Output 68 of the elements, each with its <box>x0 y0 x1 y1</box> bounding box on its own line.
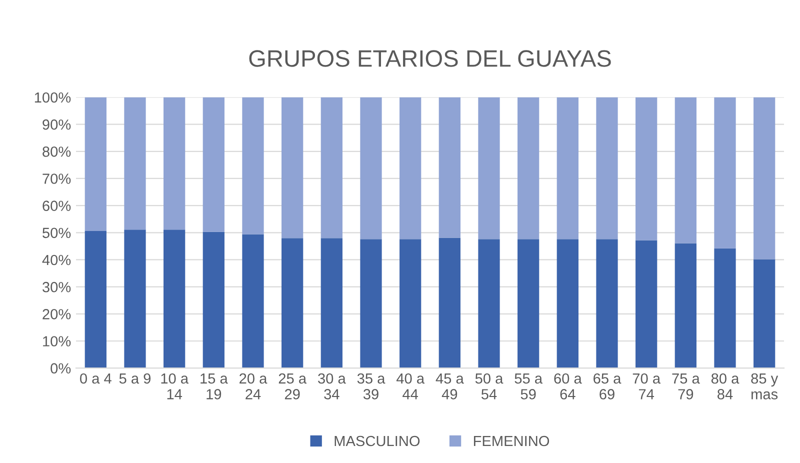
bar <box>360 239 382 368</box>
x-tick-label: 85 y mas <box>751 373 778 400</box>
bar <box>596 239 618 368</box>
x-tick-label: 70 a 74 <box>632 373 661 400</box>
bar <box>282 97 304 238</box>
x-tick-label: 10 a 14 <box>161 373 189 400</box>
x-tick-label: 35 a 39 <box>357 373 386 400</box>
bar <box>518 97 540 240</box>
bar <box>714 248 736 368</box>
bar <box>674 243 696 368</box>
bar <box>164 230 186 368</box>
bar <box>556 239 578 368</box>
y-tick-label: 30% <box>42 282 71 292</box>
x-tick-label: 20 a 24 <box>240 373 268 400</box>
y-tick-label: 0% <box>50 363 71 374</box>
bar <box>596 97 618 240</box>
bar <box>556 97 578 240</box>
x-tick-label: 25 a 29 <box>278 373 307 400</box>
bar <box>400 239 422 368</box>
bar <box>636 97 658 240</box>
x-tick-label: 5 a 9 <box>119 373 151 384</box>
y-tick-label: 90% <box>42 119 71 130</box>
bar <box>714 97 736 248</box>
y-tick-label: 80% <box>42 146 71 157</box>
y-tick-label: 20% <box>42 309 71 320</box>
x-tick-label: 60 a 64 <box>554 373 582 400</box>
bar <box>202 232 224 368</box>
x-tick-label: 80 a 84 <box>711 373 740 400</box>
bar <box>124 230 146 368</box>
chart-title: GRUPOS ETARIOS DEL GUAYAS <box>249 50 611 67</box>
bar <box>754 97 776 260</box>
y-tick-label: 10% <box>43 336 71 346</box>
x-tick-label: 30 a 34 <box>318 373 346 400</box>
x-tick-label: 55 a 59 <box>514 373 543 400</box>
bar <box>84 97 106 232</box>
bar <box>438 97 460 238</box>
x-tick-label: 75 a 79 <box>672 373 700 400</box>
legend-label: FEMENINO <box>474 436 550 446</box>
bar <box>478 97 500 240</box>
bar <box>124 97 146 230</box>
y-tick-label: 70% <box>42 174 71 184</box>
bar <box>320 238 342 368</box>
x-tick-label: 0 a 4 <box>80 373 112 384</box>
bar <box>320 97 342 238</box>
bar <box>478 239 500 368</box>
x-tick-label: 50 a 54 <box>475 373 504 400</box>
bar <box>754 259 776 368</box>
y-tick-label: 50% <box>42 228 71 238</box>
bar <box>242 97 264 234</box>
bar <box>84 231 106 368</box>
bar <box>400 97 422 240</box>
bar <box>518 239 540 368</box>
bar <box>438 238 460 368</box>
legend-label: MASCULINO <box>334 436 420 446</box>
x-tick-label: 40 a 44 <box>396 373 425 400</box>
bar <box>636 240 658 368</box>
bar <box>202 97 224 232</box>
y-tick-label: 100% <box>34 92 71 103</box>
bar <box>674 97 696 244</box>
bar <box>164 97 186 230</box>
y-tick-label: 60% <box>42 200 71 211</box>
x-tick-label: 45 a 49 <box>436 373 464 400</box>
x-tick-label: 15 a 19 <box>200 373 228 400</box>
y-tick-label: 40% <box>42 254 71 266</box>
bar <box>360 97 382 240</box>
bar <box>242 234 264 368</box>
x-tick-label: 65 a 69 <box>594 373 622 400</box>
bar <box>282 238 304 368</box>
